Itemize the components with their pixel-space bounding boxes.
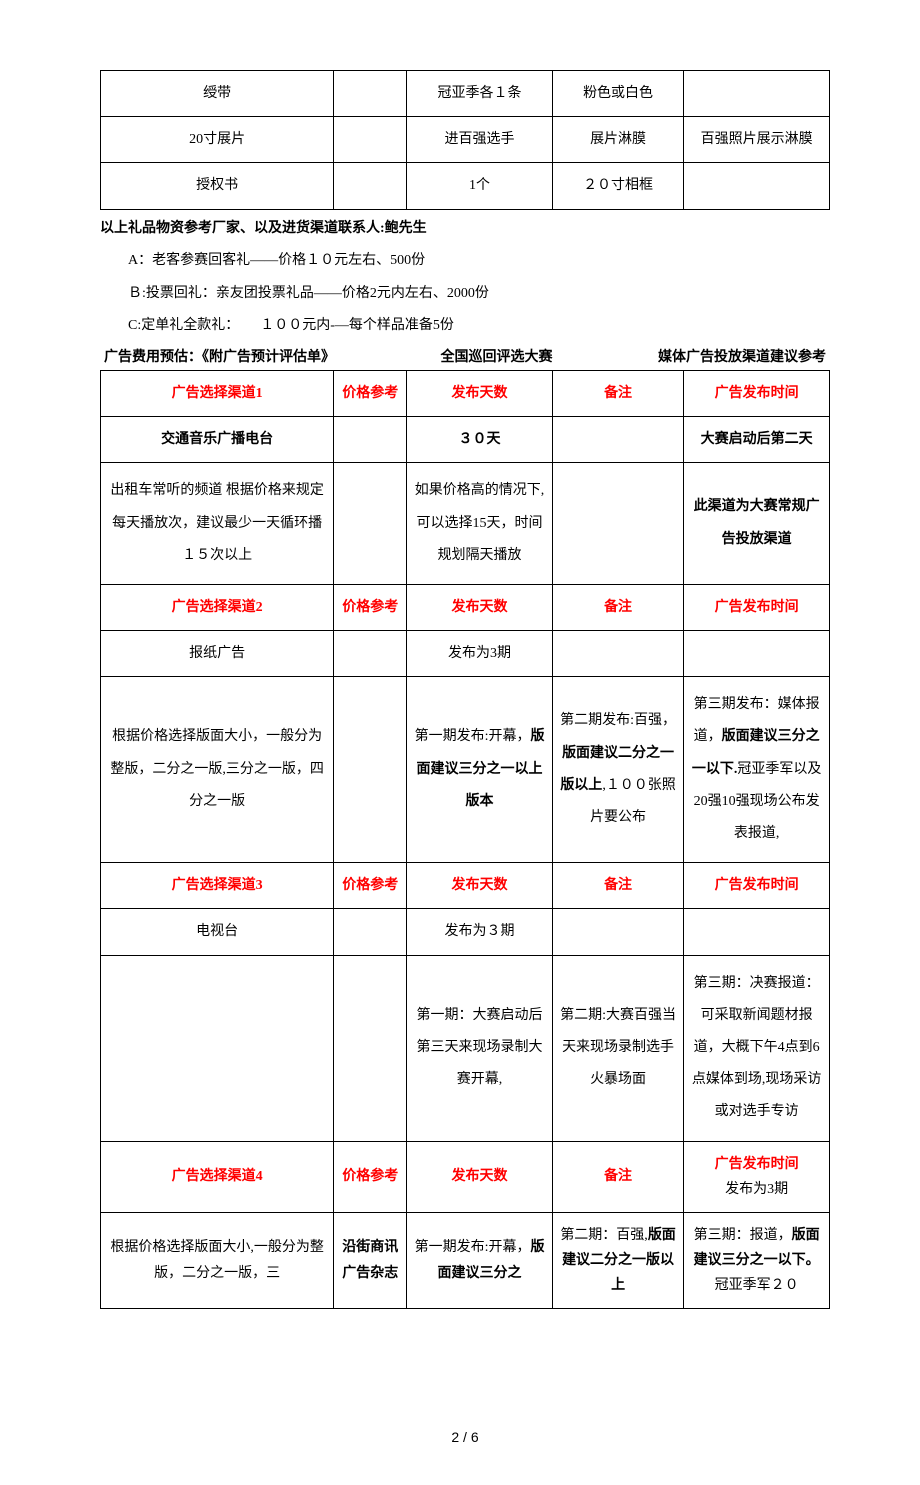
ad-col-price: 价格参考 [334, 370, 407, 416]
ad-col-remark: 备注 [552, 863, 683, 909]
ad-cell: 第三期发布：媒体报道，版面建议三分之一以下.冠亚季军以及20强10强现场公布发表… [684, 677, 830, 863]
ad-cell: 大赛启动后第二天 [684, 417, 830, 463]
table-row: 交通音乐广播电台 ３０天 大赛启动后第二天 [101, 417, 830, 463]
ad-cell: 电视台 [101, 909, 334, 955]
ad-cell: ３０天 [407, 417, 553, 463]
table-row: 根据价格选择版面大小,一般分为整版，二分之一版，三 沿街商讯广告杂志 第一期发布… [101, 1212, 830, 1309]
ad-cell: 报纸广告 [101, 631, 334, 677]
ad-cell: 第一期：大赛启动后第三天来现场录制大赛开幕, [407, 955, 553, 1141]
ad-cell [552, 417, 683, 463]
ad-cell [334, 909, 407, 955]
ad-header-row-1: 广告选择渠道1 价格参考 发布天数 备注 广告发布时间 [101, 370, 830, 416]
ad-header-row-2: 广告选择渠道2 价格参考 发布天数 备注 广告发布时间 [101, 584, 830, 630]
ad-cell [101, 955, 334, 1141]
ad-col-time: 广告发布时间 发布为3期 [684, 1141, 830, 1212]
ad-header-row: 广告费用预估：《附广告预计评估单》 全国巡回评选大赛 媒体广告投放渠道建议参考 [100, 346, 830, 366]
table-row: 授权书 1个 ２０寸相框 [101, 163, 830, 209]
materials-cell [334, 117, 407, 163]
ad-cell [552, 463, 683, 585]
ad-table: 广告选择渠道1 价格参考 发布天数 备注 广告发布时间 交通音乐广播电台 ３０天… [100, 370, 830, 1310]
ad-cell [334, 955, 407, 1141]
ad-col-remark: 备注 [552, 1141, 683, 1212]
table-row: 绶带 冠亚季各１条 粉色或白色 [101, 71, 830, 117]
ad-col-channel: 广告选择渠道3 [101, 863, 334, 909]
materials-cell: 1个 [407, 163, 553, 209]
note-a: A：老客参赛回客礼——价格１０元左右、500份 [100, 248, 830, 275]
ad-cell: 沿街商讯广告杂志 [334, 1212, 407, 1309]
ad-cell: 第二期：百强,版面建议二分之一版以上 [552, 1212, 683, 1309]
materials-cell [684, 71, 830, 117]
ad-col-price: 价格参考 [334, 584, 407, 630]
contact-name: 鲍先生 [385, 221, 427, 236]
table-row: 出租车常听的频道 根据价格来规定每天播放次，建议最少一天循环播１５次以上 如果价… [101, 463, 830, 585]
ad-cell [552, 631, 683, 677]
note-c: C:定单礼全款礼： １００元内-—每个样品准备5份 [100, 313, 830, 340]
note-b: Ｂ:投票回礼：亲友团投票礼品——价格2元内左右、2000份 [100, 281, 830, 308]
ad-cell: 第三期：报道，版面建议三分之一以下。冠亚季军２０ [684, 1212, 830, 1309]
ad-col-time: 广告发布时间 [684, 584, 830, 630]
ad-col-days: 发布天数 [407, 584, 553, 630]
ad-cell [684, 631, 830, 677]
ad-col-time: 广告发布时间 [684, 370, 830, 416]
ad-cell: 第一期发布:开幕，版面建议三分之一以上版本 [407, 677, 553, 863]
ad-cell [552, 909, 683, 955]
table-row: 报纸广告 发布为3期 [101, 631, 830, 677]
ad-col-channel: 广告选择渠道4 [101, 1141, 334, 1212]
contact-prefix: 以上礼品物资参考厂家、以及进货渠道联系人: [100, 221, 385, 236]
ad-header-row-4: 广告选择渠道4 价格参考 发布天数 备注 广告发布时间 发布为3期 [101, 1141, 830, 1212]
ad-cell: 此渠道为大赛常规广告投放渠道 [684, 463, 830, 585]
ad-cell [334, 631, 407, 677]
materials-cell: ２０寸相框 [552, 163, 683, 209]
table-row: 根据价格选择版面大小，一般分为整版，二分之一版,三分之一版，四分之一版 第一期发… [101, 677, 830, 863]
ad-col-days: 发布天数 [407, 1141, 553, 1212]
contact-line: 以上礼品物资参考厂家、以及进货渠道联系人:鲍先生 [100, 216, 830, 243]
table-row: 20寸展片 进百强选手 展片淋膜 百强照片展示淋膜 [101, 117, 830, 163]
ad-header-left: 广告费用预估：《附广告预计评估单》 [104, 346, 335, 366]
ad-cell: 第二期发布:百强，版面建议二分之一版以上,１００张照片要公布 [552, 677, 683, 863]
ad-cell [334, 463, 407, 585]
ad-cell: 根据价格选择版面大小，一般分为整版，二分之一版,三分之一版，四分之一版 [101, 677, 334, 863]
materials-cell [334, 163, 407, 209]
ad-cell [684, 909, 830, 955]
ad-cell: 第一期发布:开幕，版面建议三分之 [407, 1212, 553, 1309]
materials-cell: 粉色或白色 [552, 71, 683, 117]
page-footer: 2 / 6 [100, 1429, 830, 1445]
materials-cell: 展片淋膜 [552, 117, 683, 163]
ad-col-channel: 广告选择渠道1 [101, 370, 334, 416]
ad-header-row-3: 广告选择渠道3 价格参考 发布天数 备注 广告发布时间 [101, 863, 830, 909]
materials-cell: 授权书 [101, 163, 334, 209]
ad-col-channel: 广告选择渠道2 [101, 584, 334, 630]
materials-table: 绶带 冠亚季各１条 粉色或白色 20寸展片 进百强选手 展片淋膜 百强照片展示淋… [100, 70, 830, 210]
materials-cell: 冠亚季各１条 [407, 71, 553, 117]
materials-cell: 绶带 [101, 71, 334, 117]
materials-cell: 20寸展片 [101, 117, 334, 163]
ad-col-remark: 备注 [552, 370, 683, 416]
ad-cell: 根据价格选择版面大小,一般分为整版，二分之一版，三 [101, 1212, 334, 1309]
ad-cell: 发布为3期 [407, 631, 553, 677]
ad-cell: 出租车常听的频道 根据价格来规定每天播放次，建议最少一天循环播１５次以上 [101, 463, 334, 585]
ad-cell: 第三期：决赛报道：可采取新闻题材报道，大概下午4点到6点媒体到场,现场采访或对选… [684, 955, 830, 1141]
ad-col-days: 发布天数 [407, 370, 553, 416]
materials-cell [334, 71, 407, 117]
table-row: 第一期：大赛启动后第三天来现场录制大赛开幕, 第二期:大赛百强当天来现场录制选手… [101, 955, 830, 1141]
ad-cell: 发布为３期 [407, 909, 553, 955]
ad-header-mid: 全国巡回评选大赛 [441, 346, 553, 366]
materials-cell: 百强照片展示淋膜 [684, 117, 830, 163]
materials-cell: 进百强选手 [407, 117, 553, 163]
ad-cell: 交通音乐广播电台 [101, 417, 334, 463]
table-row: 电视台 发布为３期 [101, 909, 830, 955]
ad-col-price: 价格参考 [334, 863, 407, 909]
ad-cell: 第二期:大赛百强当天来现场录制选手火暴场面 [552, 955, 683, 1141]
materials-cell [684, 163, 830, 209]
ad-col-time: 广告发布时间 [684, 863, 830, 909]
ad-col-days: 发布天数 [407, 863, 553, 909]
ad-col-remark: 备注 [552, 584, 683, 630]
ad-cell [334, 417, 407, 463]
ad-col-price: 价格参考 [334, 1141, 407, 1212]
ad-cell: 如果价格高的情况下,可以选择15天，时间规划隔天播放 [407, 463, 553, 585]
ad-cell [334, 677, 407, 863]
ad-header-right: 媒体广告投放渠道建议参考 [658, 346, 826, 366]
